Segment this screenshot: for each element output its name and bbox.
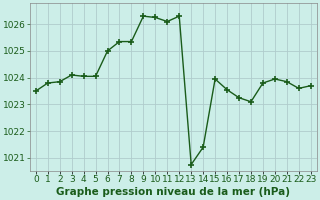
X-axis label: Graphe pression niveau de la mer (hPa): Graphe pression niveau de la mer (hPa) [56,187,290,197]
